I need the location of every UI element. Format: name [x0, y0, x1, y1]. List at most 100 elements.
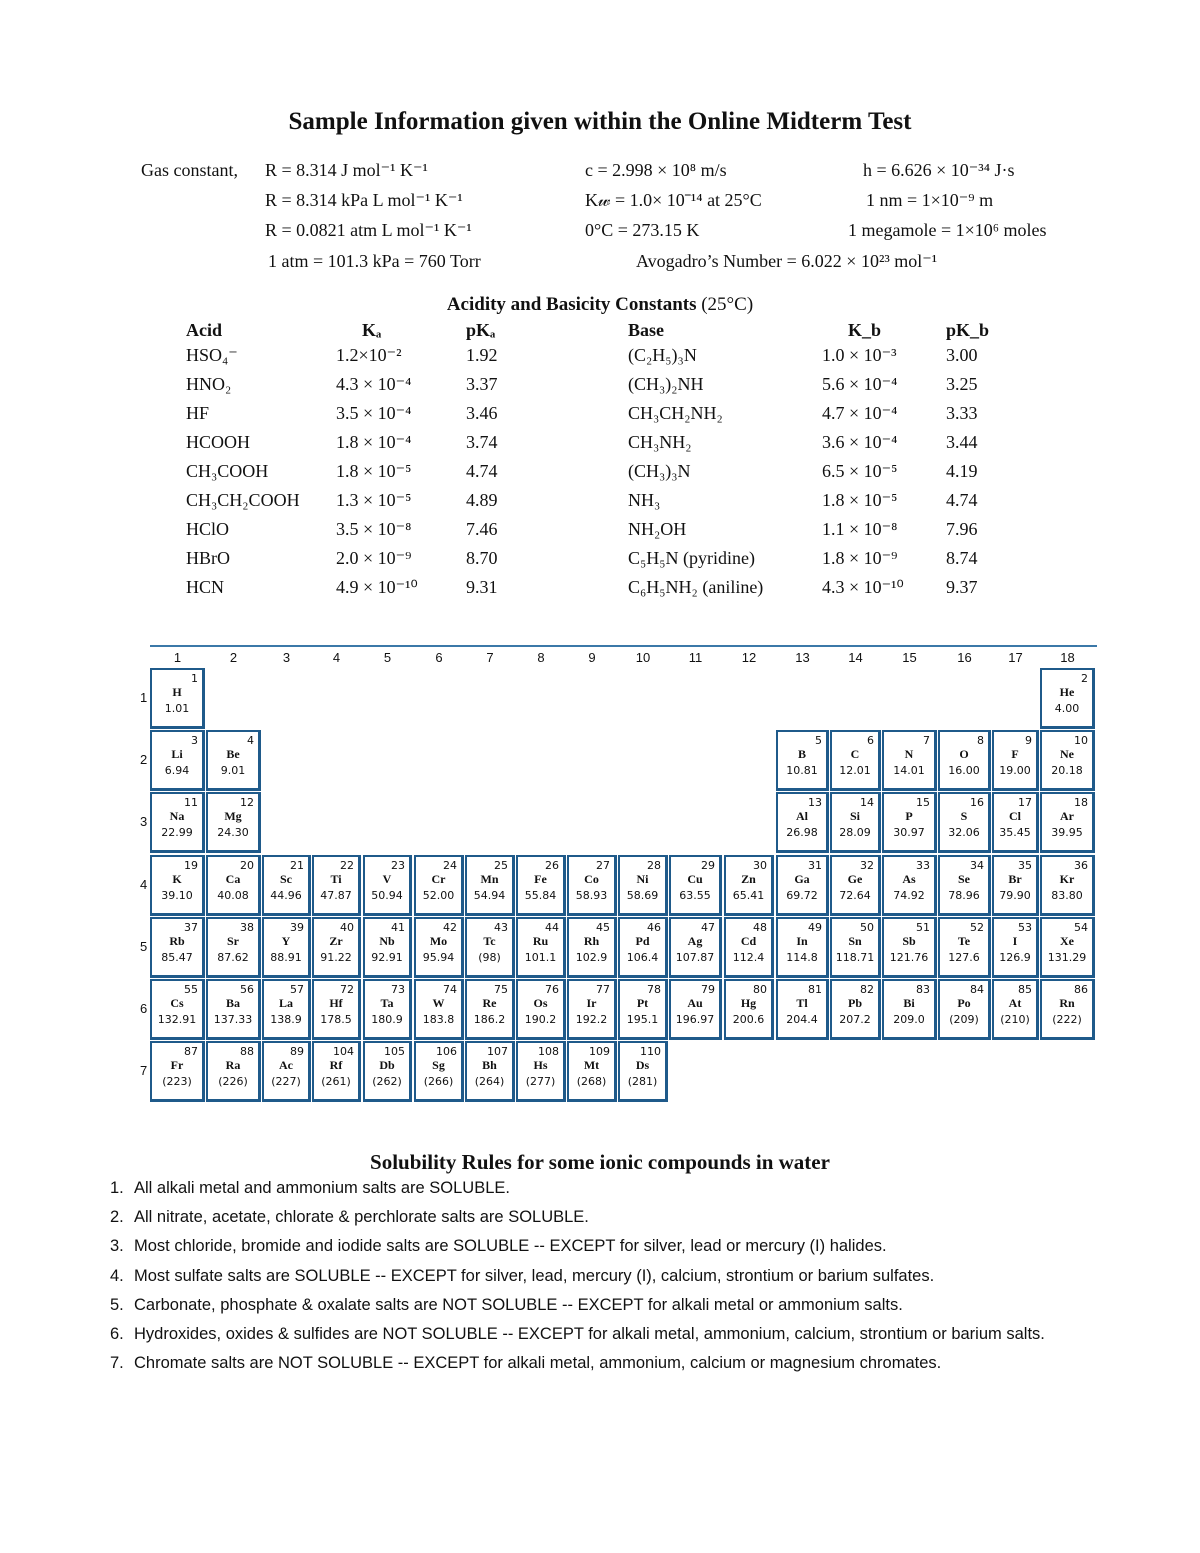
atomic-number: 18 — [1074, 796, 1088, 809]
rule-number: 1. — [110, 1179, 124, 1197]
element-br: 35 Br 79.90 — [992, 855, 1039, 916]
element-symbol: As — [902, 872, 916, 886]
element-symbol: Sg — [432, 1058, 445, 1072]
element-n: 7 N 14.01 — [882, 730, 937, 791]
atomic-mass: 196.97 — [675, 1013, 715, 1026]
element-hg: 80 Hg 200.6 — [724, 979, 774, 1040]
avogadro-number: Avogadro’s Number = 6.022 × 10²³ mol⁻¹ — [636, 251, 938, 271]
element-he: 2 He 4.00 — [1040, 668, 1095, 729]
atomic-mass: 83.80 — [1051, 889, 1083, 902]
atomic-number: 105 — [384, 1045, 405, 1058]
element-symbol: Os — [533, 996, 548, 1010]
cell-pka: 4.89 — [466, 490, 498, 510]
atomic-number: 85 — [1018, 983, 1032, 996]
atomic-mass: 39.10 — [161, 889, 193, 902]
atomic-mass: 101.1 — [524, 951, 557, 964]
megamole-conversion: 1 megamole = 1×10⁶ moles — [848, 220, 1047, 240]
atomic-number: 51 — [916, 921, 930, 934]
element-c: 6 C 12.01 — [830, 730, 881, 791]
atomic-number: 19 — [184, 859, 198, 872]
atomic-number: 16 — [970, 796, 984, 809]
atomic-mass: (277) — [525, 1075, 556, 1088]
cell-pka: 1.92 — [466, 345, 498, 365]
cell-base: NH₃ — [628, 490, 661, 510]
atomic-mass: 44.96 — [270, 889, 302, 902]
element-symbol: Pd — [635, 934, 650, 948]
atomic-number: 89 — [290, 1045, 304, 1058]
acidity-table-title: Acidity and Basicity Constants (25°C) — [0, 294, 1200, 316]
cell-pkb: 3.44 — [946, 432, 978, 452]
atomic-mass: 74.92 — [893, 889, 925, 902]
atomic-mass: 52.00 — [422, 889, 455, 902]
element-symbol: Co — [584, 872, 599, 886]
cell-acid: HClO — [186, 519, 230, 539]
cell-kb: 4.3 × 10⁻¹⁰ — [822, 577, 904, 597]
header-ka: Kₐ — [362, 320, 382, 340]
element-ir: 77 Ir 192.2 — [567, 979, 617, 1040]
atomic-number: 86 — [1074, 983, 1088, 996]
solubility-rule: 5. Carbonate, phosphate & oxalate salts a… — [110, 1296, 903, 1315]
atomic-number: 50 — [860, 921, 874, 934]
cell-base: (C₂H₅)₃N — [628, 345, 697, 365]
element-tl: 81 Tl 204.4 — [776, 979, 829, 1040]
cell-pkb: 4.19 — [946, 461, 978, 481]
rule-text: Most sulfate salts are SOLUBLE -- EXCEPT… — [134, 1266, 935, 1285]
cell-pka: 9.31 — [466, 577, 498, 597]
atomic-number: 33 — [916, 859, 930, 872]
cell-pka: 3.74 — [466, 432, 498, 452]
atomic-mass: 50.94 — [371, 889, 403, 902]
element-symbol: At — [1008, 996, 1022, 1010]
cell-pka: 8.70 — [466, 548, 498, 568]
element-symbol: Mt — [583, 1058, 600, 1072]
atomic-number: 12 — [240, 796, 254, 809]
element-zr: 40 Zr 91.22 — [312, 917, 361, 978]
element-symbol: Te — [957, 934, 971, 948]
atomic-number: 72 — [340, 983, 354, 996]
atomic-mass: 6.94 — [164, 764, 190, 777]
atomic-number: 20 — [240, 859, 254, 872]
atomic-number: 48 — [753, 921, 767, 934]
element-cl: 17 Cl 35.45 — [992, 792, 1039, 853]
atomic-number: 10 — [1074, 734, 1088, 747]
cell-base: (CH₃)₂NH — [628, 374, 704, 394]
cell-acid: HSO₄⁻ — [186, 345, 238, 365]
element-symbol: Ni — [636, 872, 649, 886]
cell-pkb: 7.96 — [946, 519, 978, 539]
atomic-mass: (226) — [218, 1075, 248, 1088]
planck-constant: h = 6.626 × 10⁻³⁴ J·s — [863, 160, 1015, 180]
atomic-number: 27 — [596, 859, 610, 872]
atomic-mass: (98) — [478, 951, 501, 964]
element-mt: 109 Mt (268) — [567, 1041, 617, 1102]
rule-text: Carbonate, phosphate & oxalate salts are… — [134, 1295, 903, 1314]
period-number: 1 — [140, 690, 148, 705]
atomic-mass: 4.00 — [1054, 702, 1080, 715]
element-ar: 18 Ar 39.95 — [1040, 792, 1095, 853]
period-number: 5 — [140, 939, 148, 954]
atomic-mass: (281) — [627, 1075, 658, 1088]
element-s: 16 S 32.06 — [938, 792, 991, 853]
element-symbol: Cs — [170, 996, 184, 1010]
cell-base: NH₂OH — [628, 519, 687, 539]
element-li: 3 Li 6.94 — [150, 730, 205, 791]
solubility-title: Solubility Rules for some ionic compound… — [370, 1150, 830, 1174]
atomic-number: 77 — [596, 983, 610, 996]
element-symbol: B — [797, 747, 806, 761]
atomic-mass: 180.9 — [371, 1013, 403, 1026]
kw-constant: K𝓌 = 1.0× 10⁻¹⁴ at 25°C — [585, 190, 762, 210]
group-number: 14 — [848, 650, 863, 665]
atomic-mass: 26.98 — [786, 826, 818, 839]
group-number: 5 — [383, 650, 392, 665]
atomic-number: 83 — [916, 983, 930, 996]
atomic-mass: 54.94 — [473, 889, 506, 902]
element-symbol: Ag — [687, 934, 703, 948]
atomic-mass: 178.5 — [320, 1013, 352, 1026]
atomic-number: 21 — [290, 859, 304, 872]
element-symbol: Sb — [902, 934, 916, 948]
element-ba: 56 Ba 137.33 — [206, 979, 261, 1040]
atomic-number: 49 — [808, 921, 822, 934]
atomic-mass: 183.8 — [422, 1013, 455, 1026]
element-symbol: Mg — [224, 809, 242, 823]
cell-kb: 6.5 × 10⁻⁵ — [822, 461, 898, 481]
cell-base: C₅H₅N (pyridine) — [628, 548, 756, 568]
